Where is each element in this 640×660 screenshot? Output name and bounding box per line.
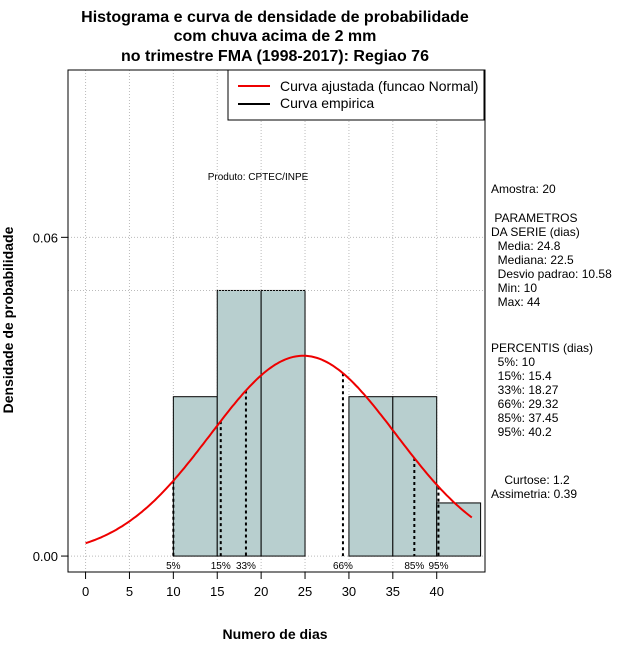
sample-size: Amostra: 20 (491, 182, 556, 196)
params-header-1: PARAMETROS (491, 211, 577, 225)
chart-title-line-2: com chuva acima de 2 mm (174, 28, 377, 45)
percentil-15: 15%: 15.4 (491, 369, 552, 383)
x-tick-label: 0 (82, 584, 89, 599)
y-tick-label: 0.00 (33, 549, 58, 564)
legend-box (227, 69, 485, 121)
legend-label-fitted: Curva ajustada (funcao Normal) (280, 78, 478, 94)
y-axis-title: Densidade de probabilidade (0, 226, 16, 413)
percentil-5: 5%: 10 (491, 355, 535, 369)
percentile-label: 5% (166, 561, 181, 572)
x-tick-label: 40 (429, 584, 443, 599)
x-tick-label: 10 (166, 584, 180, 599)
x-tick-label: 5 (126, 584, 133, 599)
x-tick-label: 25 (298, 584, 312, 599)
percentil-85: 85%: 37.45 (491, 411, 559, 425)
param-mediana: Mediana: 22.5 (491, 253, 574, 267)
plot-area: 5% 15% 33% 66% 85% 95% 0 5 10 15 20 25 30 35 40 0.00 0.0… (33, 69, 486, 599)
x-tick-label: 20 (254, 584, 268, 599)
product-annotation: Produto: CPTEC/INPE (208, 172, 309, 183)
x-tick-label: 15 (210, 584, 224, 599)
histogram-bar (216, 289, 262, 557)
percentile-label: 85% (404, 561, 424, 572)
y-tick-label: 0.06 (33, 230, 58, 245)
x-axis-title: Numero de dias (222, 626, 327, 642)
param-min: Min: 10 (491, 281, 537, 295)
chart-title-line-3: no trimestre FMA (1998-2017): Regiao 76 (121, 48, 429, 65)
percentis-header: PERCENTIS (dias) (491, 341, 593, 355)
histogram-bar (172, 396, 218, 557)
stats-panel: Amostra: 20 PARAMETROS DA SERIE (dias) M… (491, 182, 612, 501)
param-media: Media: 24.8 (491, 239, 561, 253)
chart-title-line-1: Histograma e curva de densidade de proba… (81, 9, 469, 26)
param-desvio: Desvio padrao: 10.58 (491, 267, 612, 281)
percentile-label: 66% (333, 561, 353, 572)
percentil-33: 33%: 18.27 (491, 383, 559, 397)
legend: Curva ajustada (funcao Normal) Curva emp… (227, 69, 485, 121)
fitted-normal-curve (85, 354, 473, 545)
percentile-label: 33% (236, 561, 256, 572)
assimetria: Assimetria: 0.39 (491, 487, 577, 501)
percentile-label: 95% (428, 561, 448, 572)
percentil-95: 95%: 40.2 (491, 425, 552, 439)
x-tick-label: 30 (342, 584, 356, 599)
percentile-label: 15% (211, 561, 231, 572)
params-header-2: DA SERIE (dias) (491, 225, 580, 239)
histogram-bar (436, 502, 482, 557)
legend-label-empirical: Curva empirica (280, 95, 374, 111)
x-tick-label: 35 (386, 584, 400, 599)
param-max: Max: 44 (491, 295, 541, 309)
curtose: Curtose: 1.2 (491, 473, 570, 487)
histogram-bar (348, 396, 394, 557)
percentil-66: 66%: 29.32 (491, 397, 559, 411)
histogram-bar (260, 289, 306, 557)
